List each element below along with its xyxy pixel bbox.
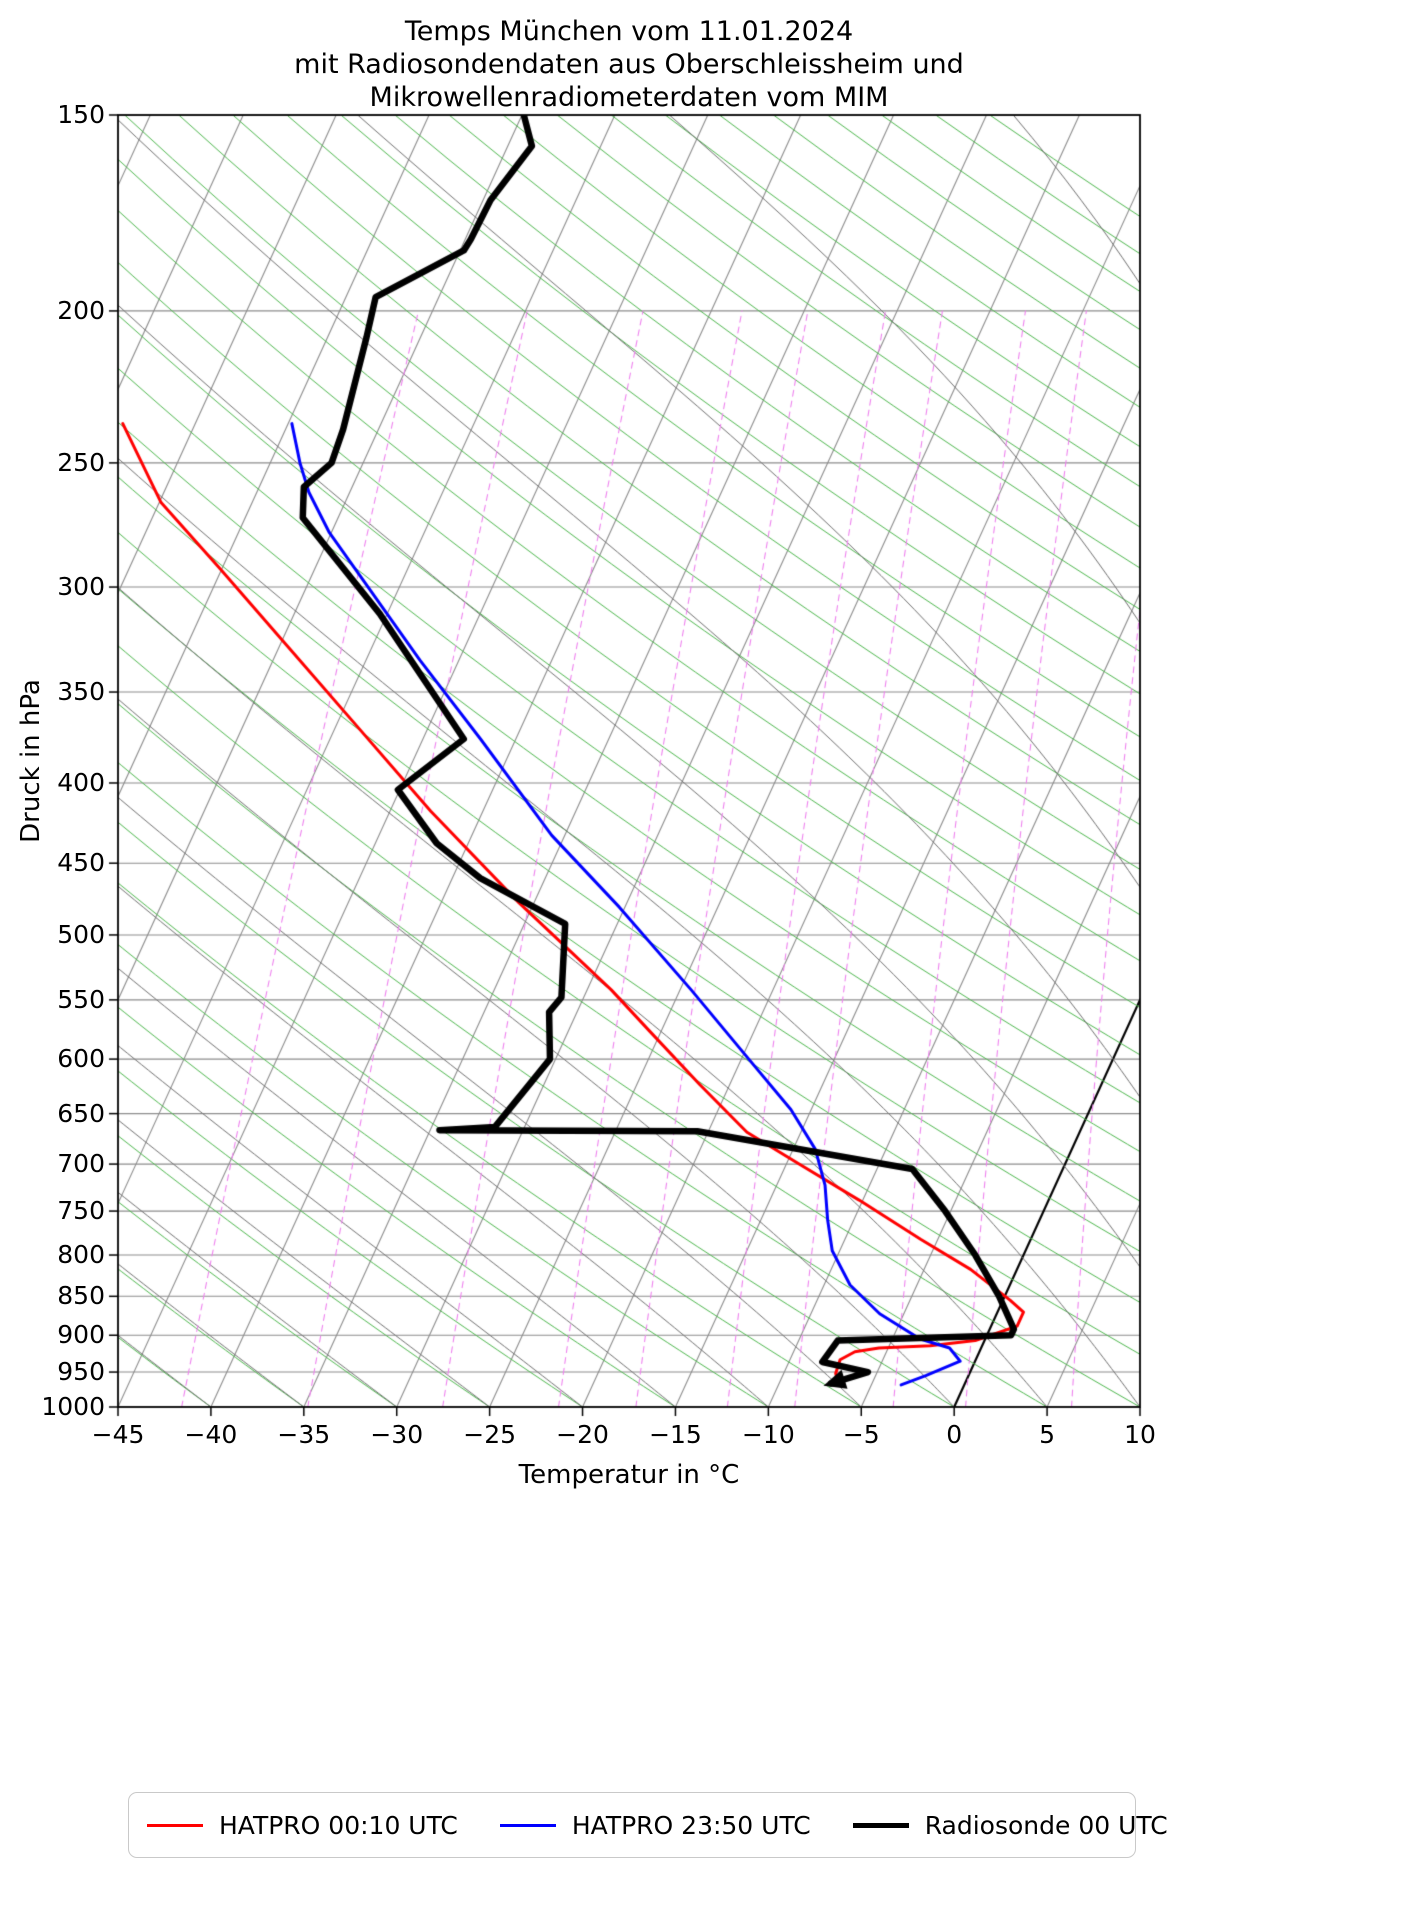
y-tick-label: 850 bbox=[57, 1281, 105, 1311]
y-tick-label: 900 bbox=[57, 1320, 105, 1350]
x-tick-label: 10 bbox=[1124, 1420, 1156, 1449]
legend-item-hatpro-0010: HATPRO 00:10 UTC bbox=[147, 1811, 458, 1840]
legend-label-radiosonde: Radiosonde 00 UTC bbox=[924, 1810, 1168, 1840]
legend: HATPRO 00:10 UTC HATPRO 23:50 UTC Radios… bbox=[128, 1792, 1168, 1858]
legend-item-hatpro-2350: HATPRO 23:50 UTC bbox=[499, 1810, 811, 1840]
y-tick-label: 550 bbox=[57, 984, 105, 1014]
y-tick-label: 800 bbox=[57, 1240, 105, 1270]
y-tick-label: 200 bbox=[57, 295, 105, 325]
y-tick-label: 350 bbox=[57, 677, 105, 707]
x-tick-label: 0 bbox=[946, 1420, 963, 1449]
x-tick-label: −40 bbox=[184, 1420, 238, 1449]
y-tick-label: 500 bbox=[57, 919, 105, 949]
chart-title-line-3: Mikrowellenradiometerdaten vom MIM bbox=[369, 82, 889, 113]
x-tick-label: −25 bbox=[463, 1420, 517, 1449]
y-tick-label: 300 bbox=[57, 572, 105, 602]
y-tick-label: 950 bbox=[57, 1357, 105, 1387]
legend-line-sample-black bbox=[852, 1822, 909, 1828]
x-tick-label: −45 bbox=[91, 1420, 145, 1449]
x-tick-label: 5 bbox=[1039, 1420, 1056, 1449]
y-tick-label: 1000 bbox=[41, 1392, 105, 1421]
chart-title-line-1: Temps München vom 11.01.2024 bbox=[404, 16, 854, 47]
y-tick-label: 700 bbox=[57, 1149, 105, 1179]
legend-line-sample-blue bbox=[499, 1823, 556, 1827]
x-tick-label: −20 bbox=[556, 1420, 609, 1449]
legend-item-radiosonde: Radiosonde 00 UTC bbox=[852, 1810, 1168, 1840]
x-tick-label: −30 bbox=[370, 1420, 424, 1449]
x-tick-label: −35 bbox=[277, 1420, 331, 1449]
y-tick-label: 600 bbox=[57, 1044, 105, 1074]
x-tick-label: −10 bbox=[741, 1420, 795, 1449]
legend-label-hatpro-2350: HATPRO 23:50 UTC bbox=[571, 1810, 811, 1840]
x-axis-label: Temperatur in °C bbox=[518, 1460, 740, 1490]
chart-title-line-2: mit Radiosondendaten aus Oberschleisshei… bbox=[294, 49, 964, 80]
y-tick-label: 400 bbox=[57, 767, 105, 797]
legend-label-hatpro-0010: HATPRO 00:10 UTC bbox=[219, 1810, 458, 1840]
y-tick-label: 150 bbox=[57, 100, 105, 129]
x-tick-label: −5 bbox=[842, 1420, 880, 1449]
y-tick-label: 750 bbox=[57, 1196, 105, 1226]
x-tick-label: −15 bbox=[649, 1420, 702, 1449]
y-tick-label: 650 bbox=[57, 1098, 105, 1128]
legend-line-sample-red bbox=[147, 1823, 203, 1827]
y-tick-label: 450 bbox=[57, 848, 105, 878]
y-tick-label: 250 bbox=[57, 447, 105, 477]
